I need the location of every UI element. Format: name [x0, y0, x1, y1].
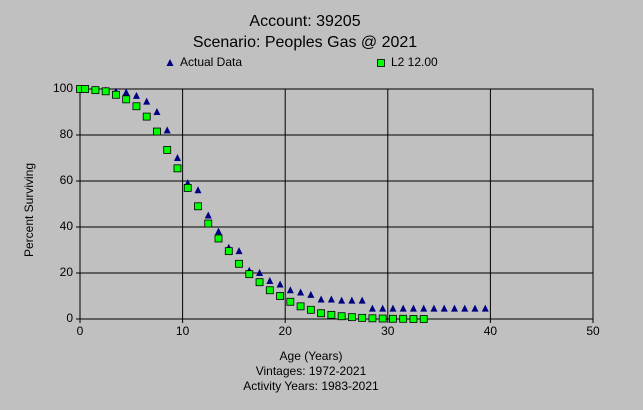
data-point [132, 91, 140, 99]
data-point [358, 296, 366, 304]
data-point [122, 95, 131, 104]
legend-label: Actual Data [180, 55, 242, 69]
data-point [215, 227, 223, 235]
legend-marker [377, 59, 385, 67]
data-point [327, 310, 336, 319]
data-point [183, 183, 192, 192]
data-point [91, 86, 100, 95]
data-point [276, 280, 284, 288]
data-point [173, 154, 181, 161]
y-tick-label: 20 [60, 265, 74, 279]
data-point [347, 313, 356, 322]
data-point [419, 315, 428, 323]
x-tick-label: 10 [176, 324, 190, 338]
data-point [317, 309, 326, 318]
data-point [101, 87, 110, 96]
y-tick-label: 40 [60, 219, 74, 233]
data-point [194, 186, 202, 194]
data-point [399, 304, 407, 312]
data-point [173, 164, 182, 173]
data-point [296, 302, 305, 311]
data-point [420, 304, 428, 312]
data-point [430, 304, 438, 312]
annotation: Vintages: 1972-2021 [256, 364, 367, 378]
data-point [132, 102, 141, 111]
data-point [461, 304, 469, 312]
y-tick-label: 80 [60, 127, 74, 141]
x-tick-label: 0 [77, 324, 84, 338]
data-point [112, 90, 120, 99]
data-point [481, 304, 489, 312]
chart-subtitle: Scenario: Peoples Gas @ 2021 [193, 34, 417, 51]
data-point [142, 112, 151, 121]
x-tick-label: 40 [484, 324, 498, 338]
data-point [245, 270, 254, 279]
y-axis-label: Percent Surviving [22, 163, 36, 257]
data-point [297, 288, 305, 296]
data-point [379, 304, 387, 312]
data-point [235, 259, 243, 268]
data-point [368, 304, 376, 312]
y-tick-label: 0 [66, 311, 73, 325]
data-point [317, 295, 325, 303]
data-point [337, 312, 346, 321]
data-point [399, 314, 408, 323]
x-axis-label: Age (Years) [280, 349, 343, 363]
y-tick-label: 100 [53, 81, 73, 95]
data-point [409, 315, 418, 323]
data-point [81, 85, 90, 93]
data-point [327, 295, 335, 303]
data-point [450, 304, 458, 312]
data-point [348, 296, 356, 304]
data-point [163, 146, 172, 154]
x-tick-label: 20 [279, 324, 293, 338]
data-point [214, 234, 223, 243]
data-point [224, 247, 233, 256]
data-point [378, 314, 387, 323]
legend-label: L2 12.00 [391, 55, 438, 69]
data-point [338, 296, 346, 304]
plot-area [79, 88, 594, 320]
x-tick-label: 30 [381, 324, 395, 338]
annotation: Activity Years: 1983-2021 [243, 379, 379, 393]
data-point [153, 108, 161, 115]
data-point [143, 97, 151, 105]
data-point [266, 277, 274, 285]
data-point [235, 247, 243, 255]
data-point [368, 314, 377, 323]
data-point [204, 211, 212, 219]
data-point [265, 286, 274, 295]
data-point [276, 292, 284, 300]
legend-marker [166, 59, 174, 66]
data-point [307, 290, 315, 298]
data-point [286, 286, 294, 294]
data-point [471, 304, 479, 312]
data-point [153, 127, 161, 136]
data-point [306, 305, 315, 314]
data-point [286, 297, 295, 306]
data-point [358, 313, 367, 322]
data-point [194, 202, 202, 211]
data-point [389, 314, 397, 323]
data-point [163, 126, 171, 134]
data-point [255, 278, 264, 287]
chart-title: Account: 39205 [249, 13, 360, 30]
data-point [204, 219, 213, 228]
data-point [409, 304, 417, 312]
data-point [389, 304, 397, 312]
x-tick-label: 50 [586, 324, 600, 338]
data-point [440, 304, 448, 312]
data-point [256, 269, 264, 276]
data-point [122, 88, 130, 96]
y-tick-label: 60 [60, 173, 74, 187]
